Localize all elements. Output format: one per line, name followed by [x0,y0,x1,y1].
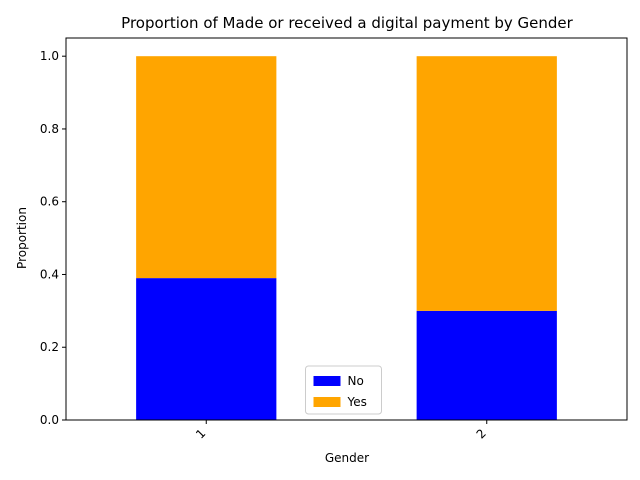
bar-no-1 [136,278,277,420]
bar-yes-1 [136,56,277,279]
x-tick-label: 2 [474,426,489,441]
y-tick-label: 0.2 [40,340,59,354]
bar-yes-2 [416,56,557,311]
legend-label-no: No [348,374,364,388]
x-tick-label: 1 [193,426,208,441]
y-tick-label: 0.8 [40,122,59,136]
legend-swatch-no [313,376,341,386]
bar-no-2 [416,310,557,420]
y-tick-label: 0.4 [40,267,59,281]
axes-frame [65,37,628,421]
legend-swatch-yes [313,397,341,407]
x-axis-label: Gender [325,451,369,465]
plot-area: 1 2 0.0 0.2 0.4 0.6 0.8 1.0 [40,37,628,442]
chart-title: Proportion of Made or received a digital… [121,14,573,32]
y-tick-label: 0.0 [40,413,59,427]
y-tick-label: 0.6 [40,195,59,209]
legend: No Yes [305,365,382,415]
legend-label-yes: Yes [347,395,367,409]
y-tick-label: 1.0 [40,49,59,63]
y-axis-label: Proportion [15,207,29,269]
